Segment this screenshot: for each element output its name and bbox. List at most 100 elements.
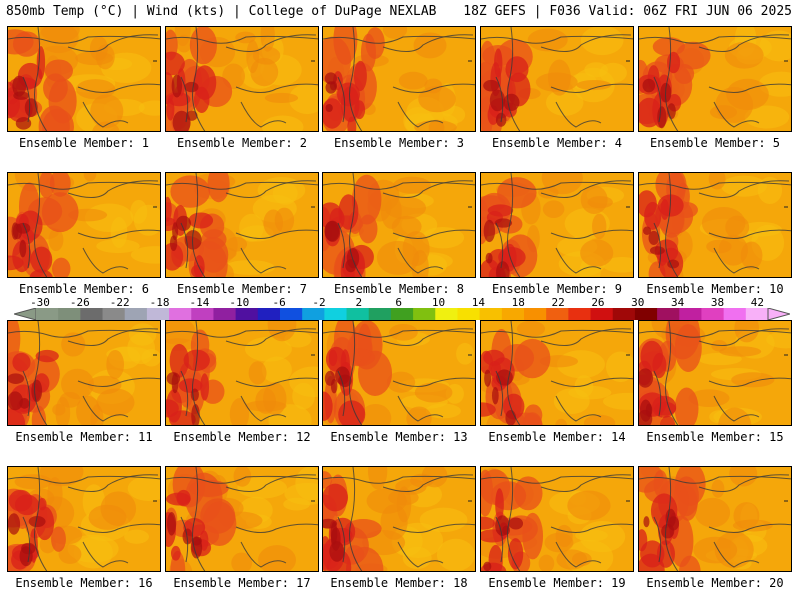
temperature-map	[481, 467, 633, 571]
scale-tick-label: -30	[30, 296, 50, 309]
ensemble-member-label: Ensemble Member: 16	[15, 576, 153, 590]
scale-swatch	[634, 308, 658, 320]
scale-swatch	[546, 308, 569, 320]
scale-tick-label: 10	[431, 296, 446, 309]
scale-swatch	[346, 308, 370, 320]
scale-swatch	[80, 308, 104, 320]
temperature-map	[481, 173, 633, 277]
scale-swatch	[368, 308, 392, 320]
scale-swatch	[612, 308, 636, 320]
scale-swatch	[524, 308, 547, 320]
ensemble-map-panel	[480, 320, 634, 426]
ensemble-map-panel	[322, 466, 476, 572]
temperature-map	[639, 321, 791, 425]
scale-swatch	[324, 308, 348, 320]
scale-swatch	[679, 308, 702, 320]
ensemble-member-label: Ensemble Member: 18	[330, 576, 468, 590]
scale-swatch	[257, 308, 281, 320]
ensemble-member-label: Ensemble Member: 14	[488, 430, 626, 444]
ensemble-member-label: Ensemble Member: 11	[15, 430, 153, 444]
temperature-map	[323, 173, 475, 277]
temperature-map	[481, 27, 633, 131]
ensemble-member-label: Ensemble Member: 10	[646, 282, 784, 296]
header-valid-time: 18Z GEFS | F036 Valid: 06Z FRI JUN 06 20…	[463, 4, 792, 19]
scale-tick-label: -2	[312, 296, 326, 309]
ensemble-member-label: Ensemble Member: 3	[333, 136, 465, 150]
scale-swatch	[745, 308, 769, 320]
ensemble-map-panel	[322, 172, 476, 278]
temperature-map	[639, 173, 791, 277]
scale-swatch	[124, 308, 148, 320]
ensemble-map-panel	[480, 466, 634, 572]
color-scale: -30 -26 -22 -18 -14 -10 -6 -2 2 6 10 14 18 22 26 30 34 38…	[14, 296, 790, 320]
scale-tick-label: 18	[511, 296, 525, 309]
scale-swatch	[191, 308, 214, 320]
temperature-map	[166, 467, 318, 571]
temperature-map	[323, 27, 475, 131]
scale-swatch	[590, 308, 614, 320]
scale-tick-label: -10	[229, 296, 250, 309]
ensemble-map-panel	[322, 320, 476, 426]
ensemble-member-label: Ensemble Member: 8	[333, 282, 465, 296]
ensemble-member-label: Ensemble Member: 19	[488, 576, 626, 590]
scale-swatch	[280, 308, 303, 320]
ensemble-member-label: Ensemble Member: 6	[18, 282, 150, 296]
scale-swatch	[701, 308, 725, 320]
scale-swatch	[213, 308, 237, 320]
temperature-map	[639, 27, 791, 131]
scale-tick-label: 14	[471, 296, 485, 309]
scale-tick-label: -18	[149, 296, 170, 309]
ensemble-map-panel	[7, 320, 161, 426]
temperature-map	[639, 467, 791, 571]
header-title: 850mb Temp (°C) | Wind (kts) | College o…	[6, 4, 437, 19]
ensemble-member-label: Ensemble Member: 1	[18, 136, 150, 150]
ensemble-map-panel	[638, 320, 792, 426]
scale-tick-label: 30	[631, 296, 645, 309]
scale-left-arrow	[14, 308, 37, 320]
ensemble-member-label: Ensemble Member: 2	[176, 136, 308, 150]
temperature-map	[166, 321, 318, 425]
ensemble-member-label: Ensemble Member: 7	[176, 282, 308, 296]
scale-swatch	[102, 308, 126, 320]
temperature-map	[166, 27, 318, 131]
scale-swatch	[390, 308, 414, 320]
ensemble-member-label: Ensemble Member: 9	[491, 282, 623, 296]
ensemble-map-panel	[7, 26, 161, 132]
scale-swatch	[146, 308, 170, 320]
temperature-map	[8, 173, 160, 277]
ensemble-member-label: Ensemble Member: 12	[173, 430, 311, 444]
scale-tick-label: 42	[750, 296, 764, 309]
scale-right-arrow	[767, 308, 790, 320]
ensemble-member-label: Ensemble Member: 17	[173, 576, 311, 590]
scale-tick-label: 6	[395, 296, 402, 309]
scale-tick-label: 34	[671, 296, 685, 309]
scale-swatch	[501, 308, 525, 320]
scale-swatch	[723, 308, 747, 320]
scale-tick-label: 38	[710, 296, 725, 309]
ensemble-map-panel	[480, 172, 634, 278]
temperature-map	[8, 27, 160, 131]
temperature-map	[481, 321, 633, 425]
scale-swatch	[302, 308, 325, 320]
scale-swatch	[568, 308, 592, 320]
temperature-map	[8, 321, 160, 425]
scale-swatch	[435, 308, 458, 320]
ensemble-map-panel	[638, 26, 792, 132]
ensemble-map-panel	[165, 172, 319, 278]
ensemble-member-label: Ensemble Member: 5	[649, 136, 781, 150]
ensemble-map-panel	[7, 172, 161, 278]
scale-tick-label: 26	[591, 296, 605, 309]
temperature-map	[8, 467, 160, 571]
ensemble-member-label: Ensemble Member: 4	[491, 136, 623, 150]
ensemble-map-panel	[7, 466, 161, 572]
scale-swatch	[413, 308, 436, 320]
temperature-map	[323, 467, 475, 571]
ensemble-member-label: Ensemble Member: 15	[646, 430, 784, 444]
scale-swatch	[457, 308, 481, 320]
scale-tick-label: -14	[189, 296, 210, 309]
ensemble-map-panel	[165, 320, 319, 426]
ensemble-member-label: Ensemble Member: 13	[330, 430, 468, 444]
scale-swatch	[169, 308, 192, 320]
ensemble-map-panel	[165, 26, 319, 132]
scale-tick-label: -26	[69, 296, 90, 309]
